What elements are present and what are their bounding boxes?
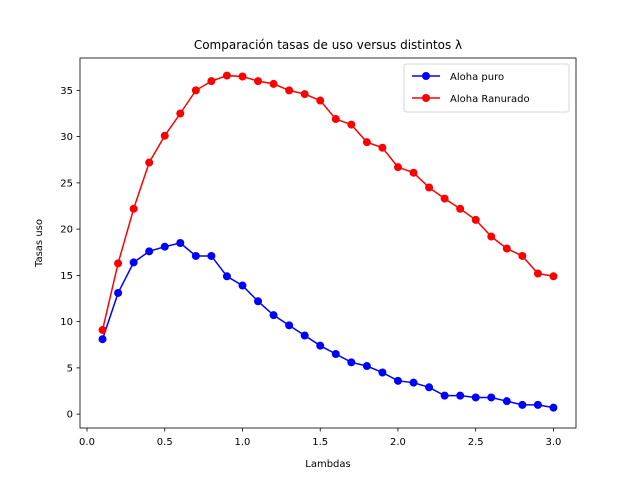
y-tick-label: 10 bbox=[60, 317, 73, 328]
data-point-aloha-puro bbox=[316, 341, 325, 350]
data-point-aloha-puro bbox=[347, 358, 356, 367]
data-point-aloha-puro bbox=[533, 400, 542, 409]
data-point-aloha-puro bbox=[518, 400, 527, 409]
data-point-aloha-ranurado bbox=[378, 143, 387, 152]
data-point-aloha-ranurado bbox=[518, 251, 527, 260]
data-point-aloha-ranurado bbox=[114, 259, 123, 268]
y-axis: 0 5 10 15 20 25 30 35 bbox=[60, 86, 80, 421]
y-tick-label: 35 bbox=[60, 86, 73, 97]
y-tick-label: 20 bbox=[60, 225, 73, 236]
legend-marker-aloha-ranurado bbox=[422, 94, 430, 102]
data-point-aloha-puro bbox=[362, 362, 371, 371]
legend-label-aloha-ranurado: Aloha Ranurado bbox=[450, 94, 530, 105]
x-axis-label: Lambdas bbox=[305, 459, 350, 470]
data-point-aloha-ranurado bbox=[145, 158, 154, 167]
data-point-aloha-ranurado bbox=[456, 204, 465, 213]
data-point-aloha-puro bbox=[471, 393, 480, 402]
data-point-aloha-ranurado bbox=[316, 96, 325, 105]
legend: Aloha puro Aloha Ranurado bbox=[403, 63, 570, 113]
data-point-aloha-ranurado bbox=[160, 131, 169, 140]
legend-marker-aloha-puro bbox=[422, 72, 430, 80]
data-point-aloha-puro bbox=[191, 251, 200, 260]
data-point-aloha-ranurado bbox=[409, 168, 418, 177]
y-axis-label: Tasas uso bbox=[34, 219, 45, 268]
y-tick-label: 25 bbox=[60, 178, 73, 189]
series-line-aloha-puro bbox=[101, 242, 554, 409]
data-point-aloha-ranurado bbox=[129, 204, 138, 213]
data-point-aloha-ranurado bbox=[222, 71, 231, 80]
x-tick-label: 2.0 bbox=[390, 437, 406, 448]
data-point-aloha-puro bbox=[331, 350, 340, 358]
x-axis: 0.0 0.5 1.0 1.5 2.0 2.5 3.0 bbox=[79, 428, 561, 448]
axes-frame bbox=[79, 57, 577, 429]
data-point-aloha-puro bbox=[207, 251, 216, 260]
data-point-aloha-ranurado bbox=[440, 194, 449, 203]
data-point-aloha-puro bbox=[269, 311, 278, 320]
data-point-aloha-ranurado bbox=[300, 90, 309, 99]
data-point-aloha-puro bbox=[254, 297, 263, 306]
data-point-aloha-ranurado bbox=[487, 232, 496, 241]
data-point-aloha-puro bbox=[238, 281, 247, 290]
data-point-aloha-puro bbox=[145, 247, 154, 256]
data-point-aloha-ranurado bbox=[238, 72, 247, 81]
data-point-aloha-puro bbox=[502, 397, 511, 406]
data-point-aloha-ranurado bbox=[269, 79, 278, 88]
data-point-aloha-puro bbox=[129, 258, 138, 267]
x-tick-label: 1.5 bbox=[312, 437, 328, 448]
legend-label-aloha-puro: Aloha puro bbox=[450, 72, 504, 83]
y-tick-label: 0 bbox=[67, 410, 73, 421]
data-point-aloha-ranurado bbox=[254, 77, 263, 86]
data-point-aloha-ranurado bbox=[285, 86, 294, 95]
data-point-aloha-ranurado bbox=[533, 269, 542, 278]
data-point-aloha-puro bbox=[98, 335, 107, 344]
data-point-aloha-ranurado bbox=[191, 86, 200, 95]
plot-area bbox=[98, 71, 558, 412]
data-point-aloha-puro bbox=[487, 393, 496, 402]
data-point-aloha-puro bbox=[549, 403, 558, 412]
x-tick-label: 0.0 bbox=[79, 437, 95, 448]
data-point-aloha-ranurado bbox=[502, 244, 511, 253]
x-tick-label: 2.5 bbox=[468, 437, 484, 448]
data-point-aloha-ranurado bbox=[176, 109, 185, 118]
data-point-aloha-ranurado bbox=[331, 115, 340, 124]
data-point-aloha-ranurado bbox=[362, 138, 371, 147]
legend-box bbox=[403, 63, 570, 113]
data-point-aloha-puro bbox=[425, 383, 434, 392]
y-tick-label: 5 bbox=[67, 363, 73, 374]
series-line-aloha-ranurado bbox=[101, 74, 554, 331]
data-point-aloha-ranurado bbox=[425, 183, 434, 192]
data-point-aloha-ranurado bbox=[471, 215, 480, 224]
data-point-aloha-puro bbox=[176, 239, 185, 247]
data-point-aloha-puro bbox=[440, 391, 449, 400]
y-tick-label: 15 bbox=[60, 271, 73, 282]
x-tick-label: 1.0 bbox=[235, 437, 251, 448]
x-tick-label: 0.5 bbox=[157, 437, 173, 448]
data-point-aloha-ranurado bbox=[207, 77, 216, 86]
data-point-aloha-ranurado bbox=[98, 325, 107, 334]
data-point-aloha-puro bbox=[300, 331, 309, 340]
data-point-aloha-puro bbox=[378, 368, 387, 377]
data-point-aloha-puro bbox=[409, 378, 418, 387]
chart-title: Comparación tasas de uso versus distinto… bbox=[194, 38, 462, 52]
data-point-aloha-puro bbox=[285, 321, 294, 330]
data-point-aloha-ranurado bbox=[549, 272, 558, 281]
data-point-aloha-puro bbox=[114, 288, 123, 297]
data-point-aloha-puro bbox=[456, 391, 465, 400]
data-point-aloha-ranurado bbox=[393, 163, 402, 172]
x-tick-label: 3.0 bbox=[546, 437, 562, 448]
y-tick-label: 30 bbox=[60, 132, 73, 143]
data-point-aloha-puro bbox=[160, 242, 169, 251]
data-point-aloha-puro bbox=[222, 272, 231, 281]
data-point-aloha-ranurado bbox=[347, 120, 356, 129]
data-point-aloha-puro bbox=[393, 376, 402, 385]
